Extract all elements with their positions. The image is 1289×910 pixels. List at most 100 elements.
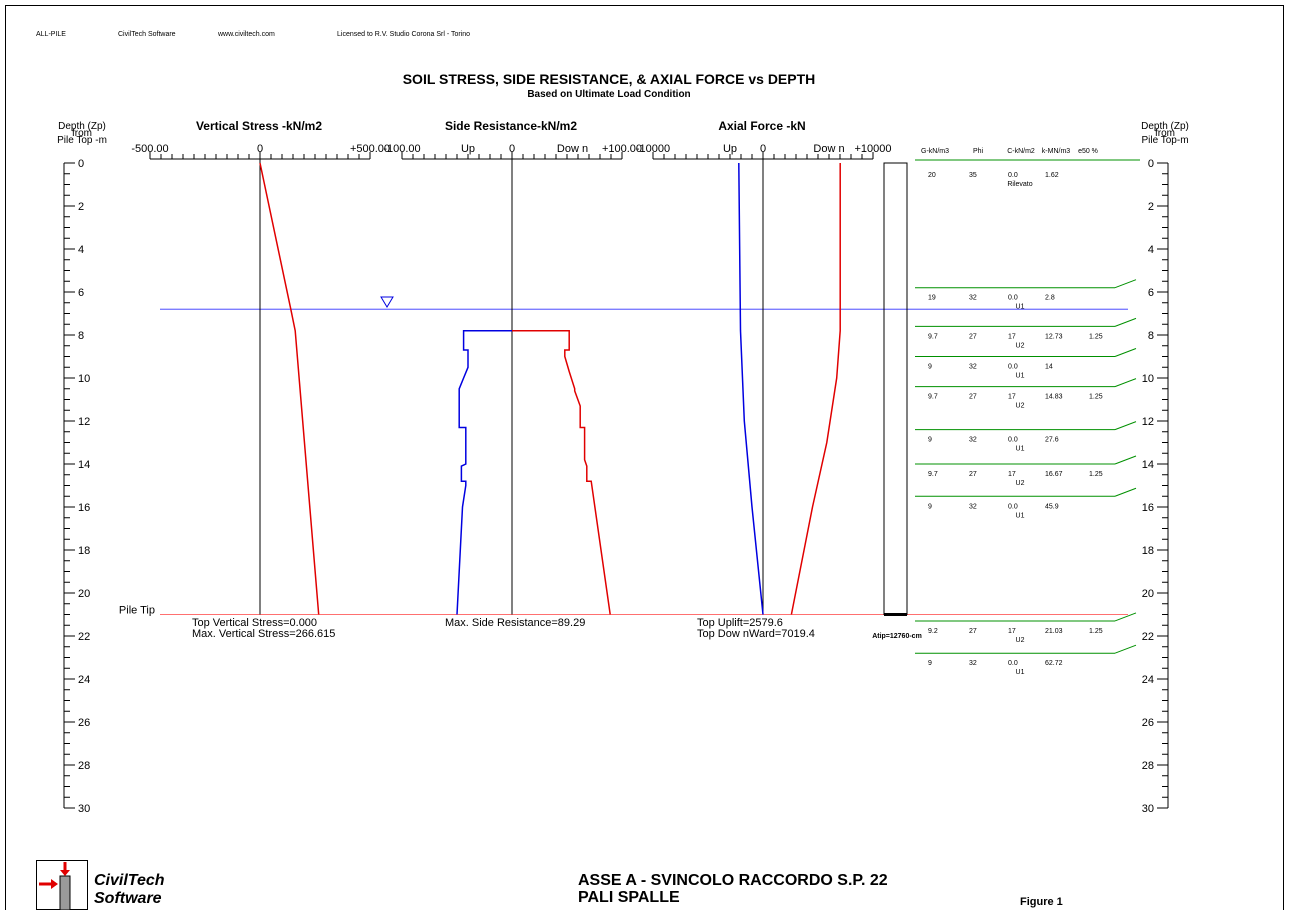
pile-outline xyxy=(883,162,908,615)
soil-value: 1.25 xyxy=(1089,628,1103,635)
side-resistance-tick-label: -100.00 xyxy=(383,143,420,155)
side-resistance-title: Side Resistance-kN/m2 xyxy=(445,119,577,133)
soil-layer-name: U2 xyxy=(1016,637,1025,644)
depth-tick-label: 24 xyxy=(1142,674,1154,686)
depth-tick-label: 28 xyxy=(1142,760,1154,772)
soil-header: C-kN/m2 xyxy=(1007,148,1035,155)
soil-value: 19 xyxy=(928,295,936,302)
soil-layer-boundary-tail xyxy=(1114,455,1137,465)
soil-layer-name: U1 xyxy=(1016,446,1025,453)
axial-force-tick-label: +10000 xyxy=(854,143,891,155)
vertical-stress-tick-label: 0 xyxy=(257,143,263,155)
depth-tick-label: 30 xyxy=(78,803,90,815)
soil-layer-name: U2 xyxy=(1016,480,1025,487)
pile-tip-label: Pile Tip xyxy=(119,605,155,617)
soil-value: 0.0 xyxy=(1008,364,1018,371)
soil-value: 35 xyxy=(969,172,977,179)
depth-tick-label: 14 xyxy=(78,459,90,471)
depth-tick-label: 8 xyxy=(78,330,84,342)
header-website: www.civiltech.com xyxy=(218,31,275,38)
depth-tick-label: 12 xyxy=(1142,416,1154,428)
soil-value: 17 xyxy=(1008,394,1016,401)
soil-value: 9 xyxy=(928,503,932,510)
depth-tick-label: 6 xyxy=(78,287,84,299)
vertical-stress-title: Vertical Stress -kN/m2 xyxy=(196,119,322,133)
vertical-stress-tick-label: -500.00 xyxy=(131,143,168,155)
side-resistance-note: Max. Side Resistance=89.29 xyxy=(445,617,585,629)
soil-value: 9 xyxy=(928,660,932,667)
soil-layer-boundary-tail xyxy=(1114,317,1137,327)
soil-header: Phi xyxy=(973,148,984,155)
side-resistance-tick-label: 0 xyxy=(509,143,515,155)
depth-tick-label: 16 xyxy=(1142,502,1154,514)
soil-value: 9 xyxy=(928,364,932,371)
depth-tick-label: 0 xyxy=(78,158,84,170)
soil-value: 45.9 xyxy=(1045,503,1059,510)
axial-force-note: Top Uplift=2579.6 xyxy=(697,617,783,629)
page-frame xyxy=(5,5,1284,910)
side-resistance-tick-label: +100.00 xyxy=(602,143,642,155)
header-license: Licensed to R.V. Studio Corona Srl - Tor… xyxy=(337,31,471,38)
depth-tick-label: 16 xyxy=(78,502,90,514)
soil-header: e50 % xyxy=(1078,148,1098,155)
depth-tick-label: 2 xyxy=(78,201,84,213)
depth-tick-label: 20 xyxy=(78,588,90,600)
depth-tick-label: 10 xyxy=(78,373,90,385)
depth-axis-label: from xyxy=(1155,128,1175,139)
axial-force-series-1 xyxy=(738,162,764,615)
soil-value: 27 xyxy=(969,471,977,478)
chart-title: SOIL STRESS, SIDE RESISTANCE, & AXIAL FO… xyxy=(402,71,816,87)
axial-force-note: Top Dow nWard=7019.4 xyxy=(697,628,815,640)
depth-tick-label: 18 xyxy=(78,545,90,557)
depth-tick-label: 24 xyxy=(78,674,90,686)
depth-tick-label: 2 xyxy=(1148,201,1154,213)
soil-layer-boundary-tail xyxy=(1114,378,1137,388)
soil-value: 21.03 xyxy=(1045,628,1063,635)
soil-layer-name: U2 xyxy=(1016,403,1025,410)
vertical-stress-note: Top Vertical Stress=0.000 xyxy=(192,617,317,629)
header-program: ALL-PILE xyxy=(36,31,66,38)
soil-value: 14 xyxy=(1045,364,1053,371)
soil-value: 27.6 xyxy=(1045,437,1059,444)
soil-value: 32 xyxy=(969,364,977,371)
depth-tick-label: 30 xyxy=(1142,803,1154,815)
soil-value: 1.25 xyxy=(1089,471,1103,478)
axial-force-series-0 xyxy=(790,163,841,615)
axial-force-title: Axial Force -kN xyxy=(718,119,805,133)
soil-header: G-kN/m3 xyxy=(921,148,949,155)
vertical-stress-note: Max. Vertical Stress=266.615 xyxy=(192,628,335,640)
brand-line1: CivilTech xyxy=(94,872,165,889)
soil-layer-name: Rilevato xyxy=(1007,181,1032,188)
vertical-stress-tick-label: +500.00 xyxy=(350,143,390,155)
soil-value: 17 xyxy=(1008,471,1016,478)
soil-layer-boundary-tail xyxy=(1114,421,1137,431)
depth-tick-label: 6 xyxy=(1148,287,1154,299)
depth-tick-label: 0 xyxy=(1148,158,1154,170)
side-resistance-tick-label: Dow n xyxy=(557,143,588,155)
soil-layer-boundary-tail xyxy=(1114,644,1137,654)
soil-value: 17 xyxy=(1008,333,1016,340)
soil-value: 62.72 xyxy=(1045,660,1063,667)
axial-force-tick-label: -10000 xyxy=(636,143,670,155)
depth-tick-label: 12 xyxy=(78,416,90,428)
axial-force-tick-label: 0 xyxy=(760,143,766,155)
soil-value: 0.0 xyxy=(1008,503,1018,510)
depth-tick-label: 20 xyxy=(1142,588,1154,600)
depth-axis-label: Depth (Zp) xyxy=(58,121,106,132)
brand-line2: Software xyxy=(94,890,162,907)
soil-value: 27 xyxy=(969,333,977,340)
vertical-stress-series-0 xyxy=(259,162,320,615)
soil-layer-name: U1 xyxy=(1016,373,1025,380)
soil-layer-name: U1 xyxy=(1016,669,1025,676)
soil-value: 12.73 xyxy=(1045,333,1063,340)
soil-layer-boundary-tail xyxy=(1114,487,1137,497)
project-subtitle: PALI SPALLE xyxy=(578,889,680,906)
depth-tick-label: 22 xyxy=(78,631,90,643)
soil-value: 0.0 xyxy=(1008,437,1018,444)
soil-value: 27 xyxy=(969,394,977,401)
axial-force-tick-label: Dow n xyxy=(813,143,844,155)
soil-value: 32 xyxy=(969,503,977,510)
soil-value: 0.0 xyxy=(1008,295,1018,302)
soil-value: 14.83 xyxy=(1045,394,1063,401)
